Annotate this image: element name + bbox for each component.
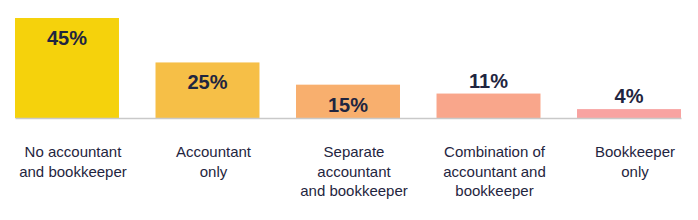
category-label-line: and bookkeeper bbox=[19, 163, 127, 180]
bar bbox=[437, 94, 541, 118]
category-label-line: accountant bbox=[317, 163, 391, 180]
bar bbox=[296, 85, 400, 118]
category-labels: No accountant and bookkeeper Accountant onl… bbox=[19, 143, 675, 199]
category-label-line: Separate bbox=[324, 143, 385, 160]
x-axis bbox=[16, 118, 682, 119]
data-label: 4% bbox=[615, 85, 644, 107]
category-label: No accountant and bookkeeper bbox=[19, 143, 127, 180]
category-label: Combination of accountant and bookkeeper bbox=[443, 143, 546, 199]
chart-container: No accountant and bookkeeper Accountant onl… bbox=[0, 0, 698, 220]
category-label: Bookkeeper only bbox=[595, 143, 675, 180]
bar bbox=[577, 109, 681, 118]
data-label: 15% bbox=[328, 94, 368, 116]
category-label-line: Combination of bbox=[444, 143, 546, 160]
category-label-line: and bookkeeper bbox=[300, 182, 408, 199]
data-labels: 45% 25% 15% 11% 4% bbox=[47, 27, 644, 116]
category-label-line: Accountant bbox=[176, 143, 252, 160]
data-label: 11% bbox=[469, 70, 508, 92]
data-label: 25% bbox=[187, 71, 227, 93]
category-label: Separate accountant and bookkeeper bbox=[300, 143, 408, 199]
data-label: 45% bbox=[47, 27, 87, 49]
category-label-line: No accountant bbox=[25, 143, 123, 160]
bar bbox=[15, 18, 119, 118]
baseline bbox=[16, 118, 682, 120]
category-label: Accountant only bbox=[176, 143, 252, 180]
chart: No accountant and bookkeeper Accountant onl… bbox=[0, 0, 698, 220]
bars bbox=[15, 18, 681, 118]
category-label-line: accountant and bbox=[443, 163, 546, 180]
category-label-line: Bookkeeper bbox=[595, 143, 675, 160]
category-label-line: only bbox=[200, 163, 228, 180]
category-label-line: bookkeeper bbox=[455, 182, 533, 199]
bar bbox=[156, 62, 260, 118]
category-label-line: only bbox=[621, 163, 649, 180]
